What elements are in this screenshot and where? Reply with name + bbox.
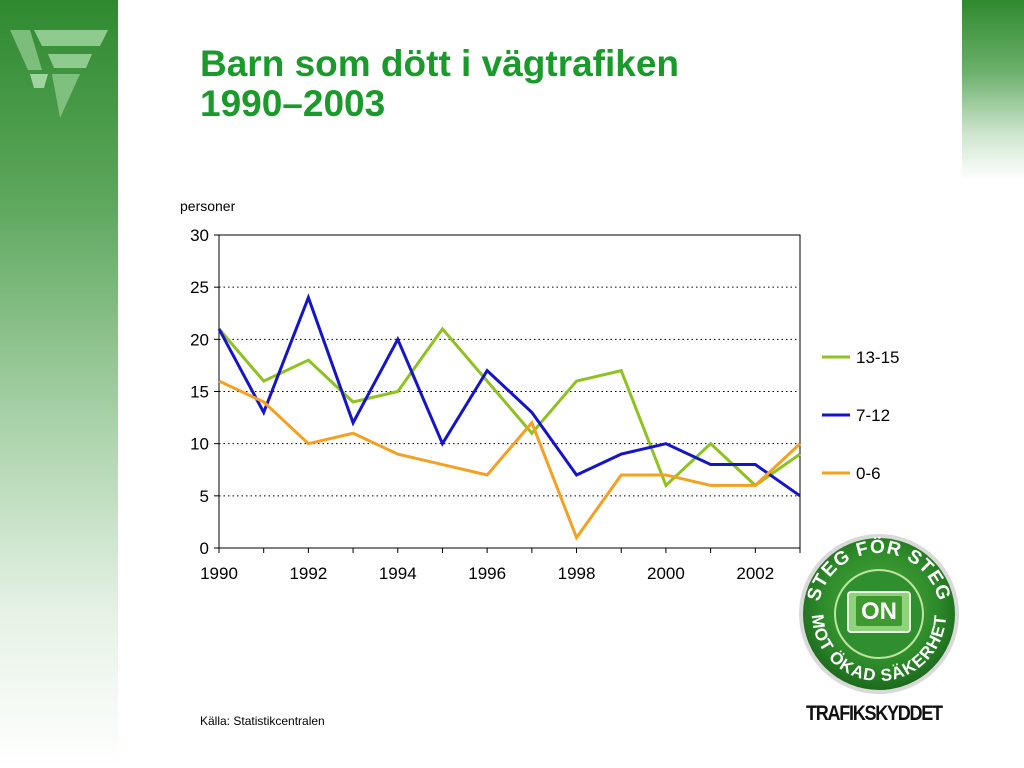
y-tick-label: 30	[190, 226, 209, 245]
title-line-1: Barn som dött i vägtrafiken	[200, 43, 680, 84]
y-tick-label: 10	[190, 435, 209, 454]
badge-center-text: ON	[861, 598, 897, 625]
y-axis-label: personer	[180, 198, 236, 214]
series-line-0-6	[218, 379, 802, 541]
y-tick-labels: 0 5 10 15 20 25 30	[190, 226, 209, 558]
legend-entry: 0-6	[856, 464, 881, 483]
vt-logo-icon	[10, 30, 108, 118]
series-line-7-12	[217, 293, 801, 498]
x-tick-label: 1992	[289, 564, 327, 583]
legend-entry: 7-12	[856, 406, 890, 425]
y-tick-label: 15	[190, 383, 209, 402]
x-tick-label: 2000	[647, 564, 685, 583]
legend-entry: 13-15	[856, 348, 899, 367]
y-tick-label: 20	[190, 330, 209, 349]
legend: 13-15 7-12 0-6	[822, 348, 899, 483]
series-lines	[217, 293, 802, 541]
y-tick-label: 25	[190, 278, 209, 297]
x-tick-labels: 1990 1992 1994 1996 1998 2000 2002	[200, 564, 774, 583]
left-gradient-band	[0, 0, 118, 768]
x-tick-label: 1996	[468, 564, 506, 583]
series-line-13-15	[217, 326, 801, 489]
x-tick-label: 2002	[736, 564, 774, 583]
right-gradient-band	[962, 0, 1024, 180]
steg-for-steg-badge: STEG FÖR STEG MOT ÖKAD SÄKERHET ON	[799, 534, 959, 694]
x-tick-label: 1994	[379, 564, 417, 583]
x-tick-label: 1998	[558, 564, 596, 583]
trafikskyddet-brand: TRAFIKSKYDDET	[806, 702, 943, 725]
axes	[214, 234, 801, 553]
x-tick-label: 1990	[200, 564, 238, 583]
source-note: Källa: Statistikcentralen	[200, 714, 325, 728]
page-title: Barn som dött i vägtrafiken 1990–2003	[200, 44, 679, 124]
title-line-2: 1990–2003	[200, 83, 386, 124]
y-tick-label: 0	[200, 539, 209, 558]
y-tick-label: 5	[200, 487, 209, 506]
